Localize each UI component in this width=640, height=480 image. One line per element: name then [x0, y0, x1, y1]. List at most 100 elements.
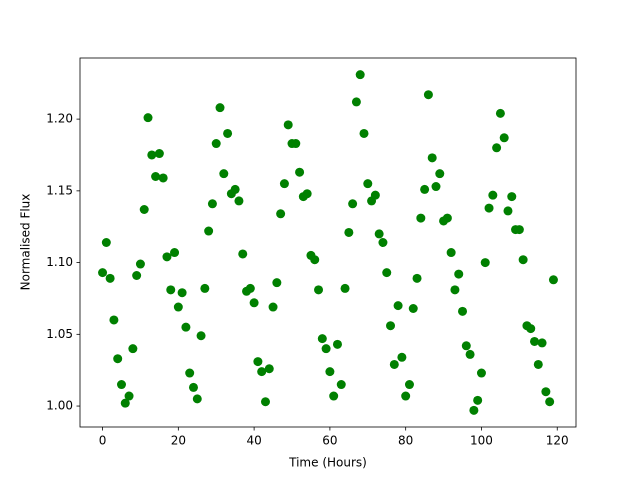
point [154, 149, 164, 159]
point [230, 184, 240, 194]
point [257, 367, 267, 377]
point [109, 315, 119, 325]
point [351, 97, 361, 107]
point [116, 380, 126, 390]
y-tick-label: 1.20 [46, 112, 73, 126]
point [170, 248, 180, 258]
point [192, 394, 202, 404]
x-tick-label: 100 [470, 434, 493, 448]
point [480, 258, 490, 268]
point [545, 397, 555, 407]
x-tick-label: 120 [546, 434, 569, 448]
point [253, 357, 263, 367]
point [503, 206, 513, 216]
x-axis-label: Time (Hours) [288, 456, 367, 470]
point [105, 273, 115, 283]
point [518, 255, 528, 265]
point [283, 120, 293, 130]
point [219, 169, 229, 179]
y-tick-label: 1.10 [46, 255, 73, 269]
point [128, 344, 138, 354]
point [355, 70, 365, 80]
point [238, 249, 248, 259]
point [295, 167, 305, 177]
point [393, 301, 403, 311]
y-tick-label: 1.00 [46, 399, 73, 413]
point [526, 324, 536, 334]
point [420, 184, 430, 194]
point [458, 306, 468, 316]
point [461, 341, 471, 351]
point [454, 269, 464, 279]
point [537, 338, 547, 348]
point [412, 273, 422, 283]
y-tick-label: 1.15 [46, 183, 73, 197]
point [260, 397, 270, 407]
point [158, 173, 168, 183]
point [533, 359, 543, 369]
point [401, 391, 411, 401]
x-tick-label: 80 [398, 434, 413, 448]
y-axis-label: Normalised Flux [19, 194, 33, 291]
point [514, 225, 524, 235]
point [200, 283, 210, 293]
point [431, 182, 441, 192]
point [196, 331, 206, 341]
point [507, 192, 517, 202]
point [332, 339, 342, 349]
point [344, 227, 354, 237]
point [484, 203, 494, 213]
point [363, 179, 373, 189]
point [469, 405, 479, 415]
point [321, 344, 331, 354]
point [98, 268, 108, 278]
plot-frame [79, 57, 577, 428]
point [427, 153, 437, 163]
point [215, 103, 225, 113]
point [291, 139, 301, 149]
point [359, 128, 369, 138]
point [245, 283, 255, 293]
point [408, 303, 418, 313]
point [302, 189, 312, 199]
point [135, 259, 145, 269]
point [329, 391, 339, 401]
point [124, 391, 134, 401]
point [139, 205, 149, 215]
x-tick-label: 60 [322, 434, 337, 448]
point [166, 285, 176, 295]
point [389, 359, 399, 369]
point [541, 387, 551, 397]
point [442, 213, 452, 223]
point [211, 139, 221, 149]
point [181, 322, 191, 332]
point [495, 108, 505, 118]
point [382, 268, 392, 278]
x-tick-label: 40 [246, 434, 261, 448]
point [204, 226, 214, 236]
point [548, 275, 558, 285]
point [173, 302, 183, 312]
point [340, 283, 350, 293]
point [397, 352, 407, 362]
point [101, 238, 111, 247]
point [404, 380, 414, 390]
point [143, 113, 153, 123]
x-tick-label: 0 [99, 434, 107, 448]
point [435, 169, 445, 179]
point [188, 382, 198, 392]
point [317, 334, 327, 344]
point [336, 380, 346, 390]
point [378, 238, 388, 247]
point [450, 285, 460, 295]
point [268, 302, 278, 312]
point [310, 255, 320, 265]
point [488, 190, 498, 200]
point [272, 278, 282, 288]
point [120, 398, 130, 408]
point [446, 248, 456, 258]
point [177, 288, 187, 298]
point [279, 179, 289, 189]
point [416, 213, 426, 223]
